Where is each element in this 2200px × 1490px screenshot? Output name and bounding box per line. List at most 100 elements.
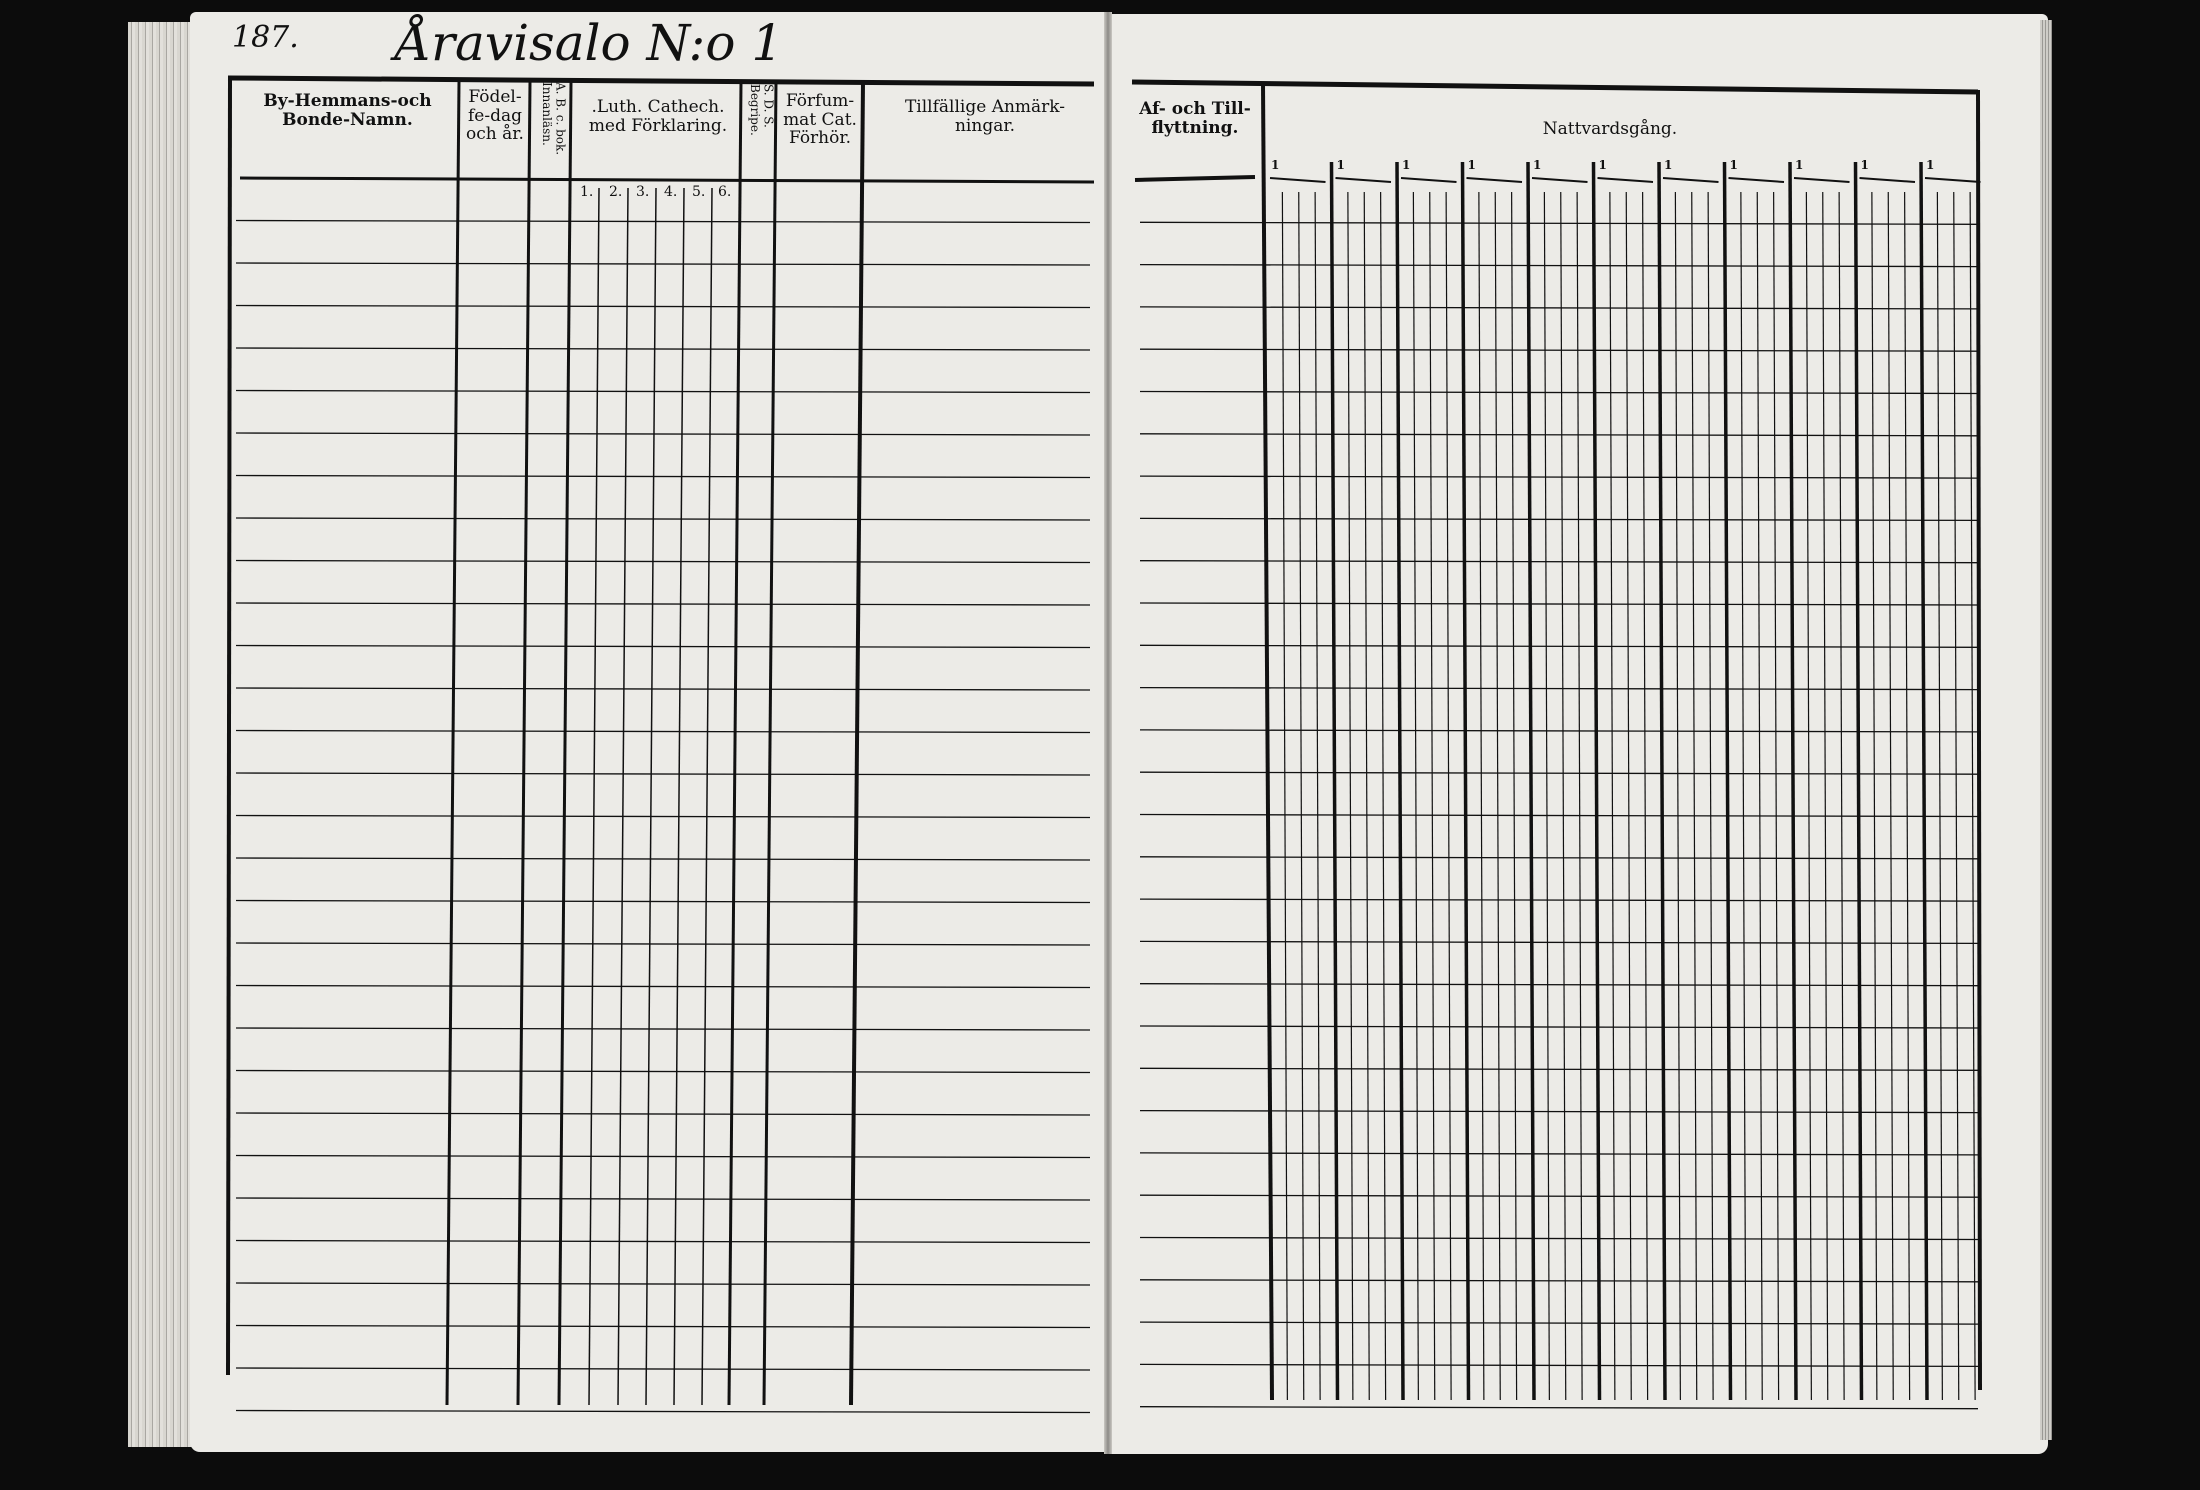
row-rule [1139, 983, 1979, 987]
group-mark: 1 [1533, 158, 1542, 172]
group-mark: 1 [1402, 158, 1411, 172]
top-rule [1131, 79, 1979, 95]
sub-column-rule [1625, 191, 1632, 1401]
row-rule [235, 1367, 1091, 1371]
sub-label-3: 3. [636, 184, 650, 200]
row-rule [235, 1324, 1091, 1329]
column-rule [849, 81, 865, 1406]
row-rule [235, 942, 1091, 946]
group-rule [1526, 161, 1536, 1401]
sub-column-rule [1838, 191, 1845, 1401]
sub-column-rule [1740, 191, 1747, 1401]
group-sub-rule [1728, 177, 1785, 183]
right-page-edge [2040, 20, 2052, 1440]
row-rule [235, 1154, 1091, 1159]
header-fodelse: Födel-fe-dag och år. [466, 87, 524, 145]
group-rule [1657, 161, 1667, 1401]
group-sub-rule [1400, 177, 1457, 183]
sub-column-rule [1380, 191, 1387, 1401]
right-border [1976, 89, 1982, 1391]
sub-column-rule [1560, 191, 1567, 1401]
sub-column-rule [1576, 191, 1583, 1401]
column-rule [1261, 83, 1274, 1401]
sub-column-rule [1822, 191, 1829, 1401]
sub-column-rule [1642, 191, 1649, 1401]
row-rule [1139, 475, 1979, 479]
row-rule [1139, 1406, 1979, 1410]
row-rule [235, 1282, 1091, 1286]
row-rule [235, 1027, 1091, 1031]
header-rule [1134, 175, 1256, 182]
row-rule [235, 899, 1091, 904]
sub-label-2: 2. [609, 184, 623, 200]
group-mark: 1 [1860, 158, 1869, 172]
sub-column-rule [1363, 191, 1370, 1401]
row-rule [1139, 1152, 1979, 1156]
sub-column-rule [1691, 191, 1698, 1401]
group-mark: 1 [1467, 158, 1476, 172]
sub-column-rule [1887, 191, 1894, 1401]
page-number: 187. [232, 20, 299, 55]
row-rule [1139, 1279, 1979, 1283]
sub-column-rule [1429, 191, 1436, 1401]
sub-column-rule [1478, 191, 1485, 1401]
group-rule [1722, 161, 1733, 1401]
row-rule [1139, 940, 1979, 945]
sub-column-rule [1953, 191, 1960, 1401]
row-rule [1139, 348, 1979, 352]
row-rule [1139, 390, 1979, 395]
row-rule [235, 1409, 1091, 1414]
sub-column-rule [588, 187, 600, 1406]
group-sub-rule [1466, 177, 1523, 183]
group-sub-rule [1335, 177, 1392, 183]
group-sub-rule [1793, 177, 1850, 183]
sub-column-rule [673, 187, 685, 1406]
sub-column-rule [1412, 191, 1419, 1401]
group-sub-rule [1269, 177, 1326, 183]
row-rule [1139, 644, 1979, 648]
row-rule [235, 474, 1091, 479]
row-rule [1139, 433, 1979, 437]
sub-column-rule [1936, 191, 1943, 1401]
row-rule [235, 644, 1091, 649]
column-rule [727, 81, 743, 1406]
row-rule [1139, 898, 1979, 902]
group-sub-rule [1662, 177, 1719, 183]
row-rule [1139, 306, 1979, 310]
row-rule [1139, 856, 1979, 860]
group-rule [1395, 161, 1405, 1401]
row-rule [235, 1069, 1091, 1074]
sub-column-rule [1773, 191, 1780, 1401]
row-rule [235, 219, 1091, 224]
left-border [226, 77, 232, 1376]
sub-column-rule [1511, 191, 1518, 1401]
group-rule [1788, 161, 1798, 1401]
row-rule [1139, 1363, 1979, 1368]
sub-column-rule [617, 187, 629, 1406]
sub-column-rule [1707, 191, 1714, 1401]
row-rule [235, 814, 1091, 819]
group-rule [1591, 161, 1602, 1401]
row-rule [235, 729, 1091, 734]
sub-label-4: 4. [664, 184, 678, 200]
sub-column-rule [1347, 191, 1354, 1401]
column-rule [445, 81, 461, 1406]
group-mark: 1 [1336, 158, 1345, 172]
row-rule [1139, 263, 1979, 268]
header-sds: S. D. S. Begripe. [748, 84, 776, 136]
sub-column-rule [701, 187, 713, 1406]
group-sub-rule [1859, 177, 1916, 183]
row-rule [1139, 560, 1979, 564]
row-rule [1139, 1194, 1979, 1198]
header-rule [239, 176, 1095, 184]
sub-column-rule [1281, 191, 1288, 1401]
sub-column-rule [1543, 191, 1550, 1401]
row-rule [235, 389, 1091, 394]
group-rule [1460, 161, 1471, 1401]
header-flyttning: Af- och Till-flyttning. [1139, 99, 1251, 138]
row-rule [235, 304, 1091, 309]
row-rule [235, 262, 1091, 266]
group-sub-rule [1531, 177, 1588, 183]
sub-column-rule [1805, 191, 1812, 1401]
sub-column-rule [1756, 191, 1763, 1401]
